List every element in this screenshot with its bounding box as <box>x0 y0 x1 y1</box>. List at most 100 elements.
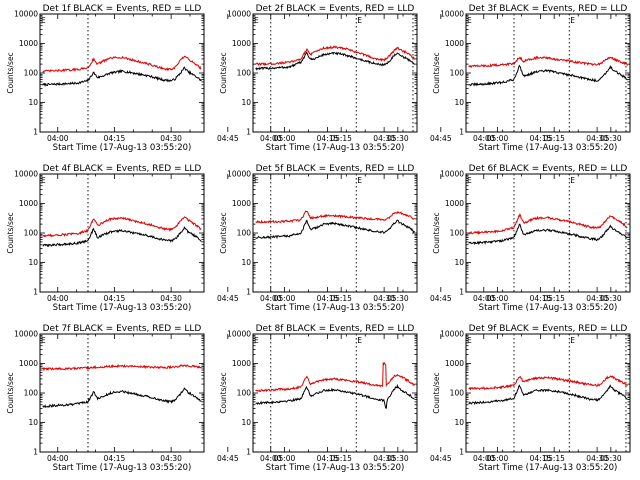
y-axis-label: Counts/sec <box>219 212 228 253</box>
y-tick-label: 10000 <box>14 10 38 19</box>
marker-label: E <box>357 176 362 185</box>
x-tick-label: 05:30 <box>387 134 409 143</box>
y-tick-label: 100 <box>24 69 39 78</box>
x-axis-label: Start Time (17-Aug-13 03:55:20) <box>266 463 405 473</box>
plot-panel-3: Det 3f BLACK = Events, RED = LLD 1 10 100 10… <box>432 4 631 153</box>
y-axis-label: Counts/sec <box>219 52 228 93</box>
y-tick-label: 1000 <box>445 199 464 208</box>
marker-label: E <box>570 336 575 345</box>
events-series-line <box>255 219 415 240</box>
y-tick-label: 10000 <box>14 170 38 179</box>
y-tick-label: 10000 <box>227 330 251 339</box>
x-tick-label: 05:30 <box>600 134 622 143</box>
x-tick-label: 04:15 <box>104 134 126 143</box>
events-series-line <box>255 383 415 409</box>
events-series-line <box>42 66 202 88</box>
x-tick-label: 04:00 <box>260 134 282 143</box>
marker-label: E <box>254 336 259 345</box>
plot-frame <box>39 13 205 133</box>
x-tick-label: 05:00 <box>274 454 296 463</box>
plot-panel-5: Det 5f BLACK = Events, RED = LLD11010010… <box>219 164 627 313</box>
x-tick-label: 04:15 <box>104 454 126 463</box>
marker-label: E <box>467 336 472 345</box>
plot-panel-4: Det 4f BLACK = Events, RED = LLD11010010… <box>6 164 409 313</box>
plot-title: Det 4f BLACK = Events, RED = LLD <box>43 164 202 174</box>
marker-label: E <box>467 16 472 25</box>
lld-series-line <box>42 55 202 73</box>
x-tick-label: 04:45 <box>217 134 239 143</box>
x-tick-label: 04:00 <box>473 454 495 463</box>
x-tick-label: 04:45 <box>217 454 239 463</box>
plot-panel-6: Det 6f BLACK = Events, RED = LLD 1 10 100 10… <box>432 164 631 313</box>
x-tick-label: 05:30 <box>600 294 622 303</box>
plot-frame <box>252 333 418 453</box>
x-tick-label: 04:30 <box>586 454 608 463</box>
x-tick-label: 04:45 <box>430 454 452 463</box>
x-tick-label: 04:00 <box>260 454 282 463</box>
x-axis-label: Start Time (17-Aug-13 03:55:20) <box>479 463 618 473</box>
y-tick-label: 10 <box>454 258 464 267</box>
y-tick-label: 10000 <box>227 170 251 179</box>
x-tick-label: 05:15 <box>543 294 565 303</box>
marker-label: E <box>41 16 46 25</box>
x-tick-label: 04:30 <box>373 294 395 303</box>
y-tick-label: 1000 <box>232 39 251 48</box>
plot-frame <box>39 333 205 453</box>
y-tick-label: 1000 <box>232 199 251 208</box>
x-tick-label: 04:15 <box>317 454 339 463</box>
y-tick-label: 10 <box>28 98 38 107</box>
lld-series-line <box>42 216 202 238</box>
x-tick-label: 04:30 <box>160 294 182 303</box>
x-axis-label: Start Time (17-Aug-13 03:55:20) <box>266 303 405 313</box>
x-tick-label: 04:30 <box>373 134 395 143</box>
y-tick-label: 1 <box>33 288 38 297</box>
x-tick-label: 04:30 <box>160 454 182 463</box>
x-axis-label: Start Time (17-Aug-13 03:55:20) <box>266 143 405 153</box>
y-tick-label: 1000 <box>19 359 38 368</box>
x-tick-label: 04:45 <box>430 294 452 303</box>
x-tick-label: 05:15 <box>330 134 352 143</box>
y-tick-label: 100 <box>450 389 465 398</box>
y-axis-label: Counts/sec <box>432 212 441 253</box>
y-tick-label: 1 <box>246 128 251 137</box>
y-axis-label: Counts/sec <box>6 372 15 413</box>
x-tick-label: 04:15 <box>530 134 552 143</box>
plot-frame <box>465 13 631 133</box>
plot-title: Det 6f BLACK = Events, RED = LLD <box>469 164 628 174</box>
y-tick-label: 1000 <box>445 39 464 48</box>
x-tick-label: 04:00 <box>473 134 495 143</box>
y-tick-label: 1 <box>246 448 251 457</box>
marker-label: E <box>254 176 259 185</box>
y-tick-label: 100 <box>237 69 252 78</box>
lld-series-line <box>468 213 628 236</box>
x-tick-label: 04:15 <box>530 294 552 303</box>
lld-series-line <box>468 375 628 391</box>
x-tick-label: 04:30 <box>586 134 608 143</box>
y-tick-label: 10000 <box>440 330 464 339</box>
lld-series-line <box>42 363 202 372</box>
y-tick-label: 100 <box>450 229 465 238</box>
y-axis-label: Counts/sec <box>432 372 441 413</box>
x-tick-label: 05:15 <box>330 454 352 463</box>
plot-title: Det 8f BLACK = Events, RED = LLD <box>256 324 415 334</box>
y-tick-label: 10 <box>454 98 464 107</box>
plot-title: Det 9f BLACK = Events, RED = LLD <box>469 324 628 334</box>
x-axis-label: Start Time (17-Aug-13 03:55:20) <box>479 303 618 313</box>
events-series-line <box>42 387 202 409</box>
y-tick-label: 100 <box>237 389 252 398</box>
y-tick-label: 1000 <box>232 359 251 368</box>
lld-series-line <box>255 210 415 224</box>
x-axis-label: Start Time (17-Aug-13 03:55:20) <box>53 463 192 473</box>
x-tick-label: 05:00 <box>487 454 509 463</box>
x-tick-label: 04:45 <box>430 134 452 143</box>
x-tick-label: 04:45 <box>217 294 239 303</box>
x-tick-label: 04:00 <box>47 294 69 303</box>
x-tick-label: 05:15 <box>543 134 565 143</box>
marker-label: E <box>41 176 46 185</box>
x-axis-label: Start Time (17-Aug-13 03:55:20) <box>53 143 192 153</box>
y-tick-label: 10000 <box>227 10 251 19</box>
y-tick-label: 1 <box>246 288 251 297</box>
x-tick-label: 04:15 <box>317 134 339 143</box>
plot-panel-2: Det 2f BLACK = Events, RED = LLD11010010… <box>219 4 627 153</box>
